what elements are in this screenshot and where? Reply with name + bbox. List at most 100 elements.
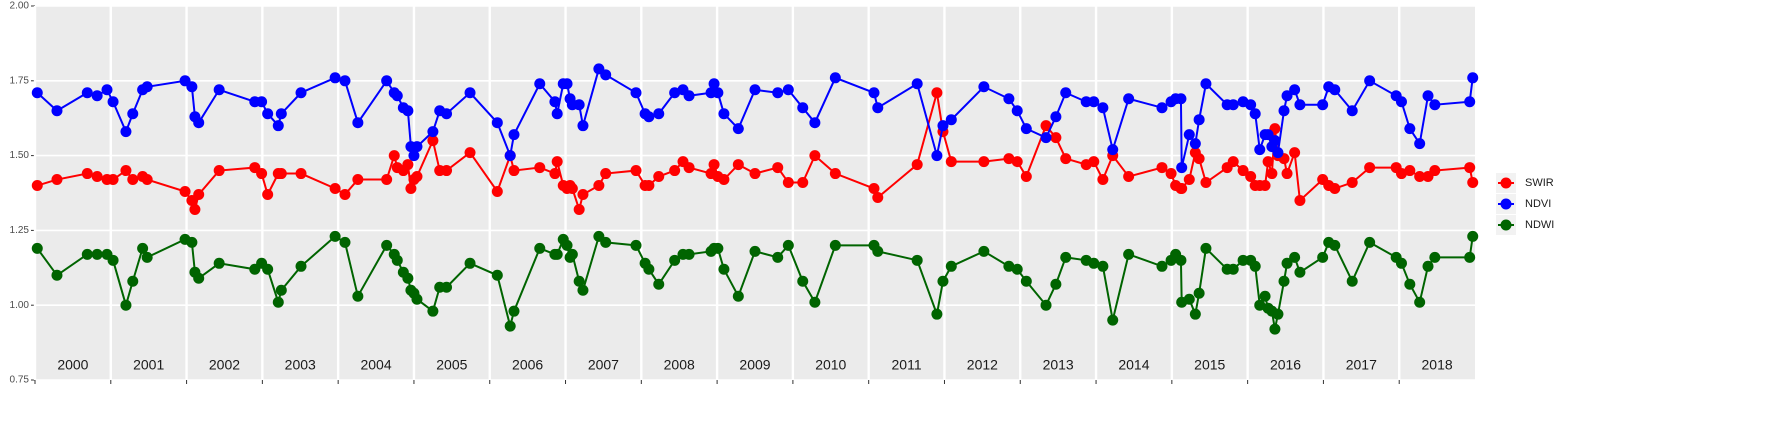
- data-point: [1414, 138, 1426, 150]
- data-point: [256, 96, 268, 108]
- data-point: [1200, 242, 1212, 254]
- data-point: [772, 87, 784, 99]
- data-point: [81, 168, 93, 180]
- year-label: 2001: [133, 357, 164, 373]
- data-point: [1464, 162, 1476, 174]
- data-point: [329, 72, 341, 84]
- data-point: [193, 117, 205, 129]
- year-label: 2004: [360, 357, 391, 373]
- data-point: [141, 174, 153, 186]
- data-point: [91, 90, 103, 102]
- data-point: [1289, 251, 1301, 263]
- data-point: [464, 87, 476, 99]
- data-point: [1003, 260, 1015, 272]
- data-point: [275, 108, 287, 120]
- data-point: [381, 239, 393, 251]
- data-point: [441, 108, 453, 120]
- data-point: [127, 275, 139, 287]
- y-tick-label: 1.75: [10, 75, 30, 86]
- data-point: [683, 162, 695, 174]
- data-point: [1189, 308, 1201, 320]
- data-point: [1414, 171, 1426, 183]
- data-point: [508, 129, 520, 141]
- data-point: [1404, 278, 1416, 290]
- data-point: [643, 180, 655, 192]
- data-point: [1281, 90, 1293, 102]
- data-point: [782, 84, 794, 96]
- data-point: [508, 305, 520, 317]
- data-point: [829, 72, 841, 84]
- data-point: [593, 180, 605, 192]
- data-point: [491, 269, 503, 281]
- data-point: [573, 99, 585, 111]
- data-point: [708, 159, 720, 171]
- data-point: [1156, 260, 1168, 272]
- data-point: [1245, 171, 1257, 183]
- data-point: [1281, 257, 1293, 269]
- data-point: [653, 108, 665, 120]
- data-point: [1227, 99, 1239, 111]
- data-point: [669, 254, 681, 266]
- data-point: [295, 260, 307, 272]
- data-point: [653, 171, 665, 183]
- data-point: [1237, 165, 1249, 177]
- data-point: [732, 159, 744, 171]
- data-point: [1395, 96, 1407, 108]
- legend-label: NDVI: [1525, 198, 1551, 210]
- year-label: 2015: [1194, 357, 1225, 373]
- data-point: [561, 78, 573, 90]
- data-point: [1156, 102, 1168, 114]
- data-point: [411, 293, 423, 305]
- data-point: [339, 75, 351, 87]
- data-point: [391, 254, 403, 266]
- data-point: [809, 117, 821, 129]
- data-point: [1281, 168, 1293, 180]
- data-point: [1183, 129, 1195, 141]
- data-point: [1123, 248, 1135, 260]
- data-point: [911, 254, 923, 266]
- data-point: [1097, 260, 1109, 272]
- data-point: [193, 272, 205, 284]
- data-point: [405, 183, 417, 195]
- data-point: [31, 242, 43, 254]
- data-point: [339, 188, 351, 200]
- data-point: [945, 156, 957, 168]
- data-point: [1165, 168, 1177, 180]
- data-point: [189, 203, 201, 215]
- data-point: [782, 177, 794, 189]
- data-point: [179, 186, 191, 198]
- legend-key-dot: [1500, 219, 1512, 231]
- data-point: [120, 126, 132, 138]
- data-point: [1011, 105, 1023, 117]
- data-point: [1088, 156, 1100, 168]
- data-point: [1289, 84, 1301, 96]
- data-point: [1050, 278, 1062, 290]
- data-point: [1050, 132, 1062, 144]
- data-point: [408, 150, 420, 162]
- legend-label: NDWI: [1525, 219, 1554, 231]
- data-point: [1193, 114, 1205, 126]
- y-tick-label: 1.50: [10, 150, 30, 161]
- data-point: [1050, 111, 1062, 123]
- data-point: [213, 165, 225, 177]
- data-point: [577, 120, 589, 132]
- data-point: [577, 188, 589, 200]
- data-point: [573, 203, 585, 215]
- data-point: [732, 123, 744, 135]
- data-point: [1097, 174, 1109, 186]
- data-point: [1060, 87, 1072, 99]
- data-point: [551, 248, 563, 260]
- data-point: [427, 305, 439, 317]
- data-point: [600, 168, 612, 180]
- data-point: [441, 281, 453, 293]
- data-point: [1364, 236, 1376, 248]
- data-point: [931, 150, 943, 162]
- data-point: [911, 159, 923, 171]
- data-point: [1317, 251, 1329, 263]
- data-point: [1183, 174, 1195, 186]
- year-label: 2008: [664, 357, 695, 373]
- data-point: [120, 299, 132, 311]
- data-point: [643, 111, 655, 123]
- data-point: [1259, 290, 1271, 302]
- data-point: [491, 186, 503, 198]
